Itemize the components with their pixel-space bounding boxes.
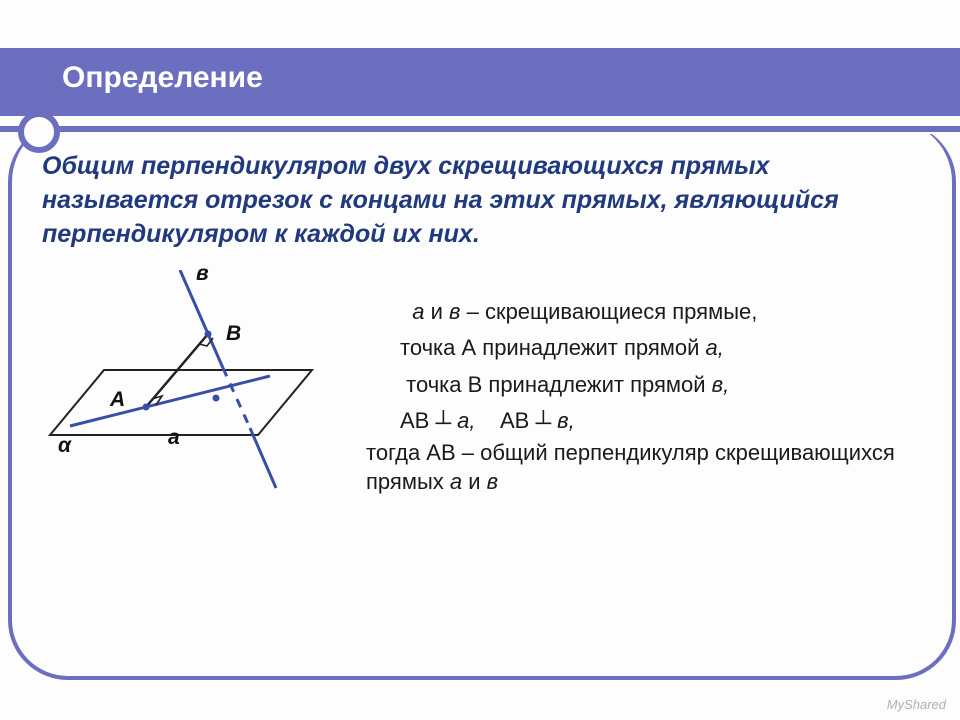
sym-a: а [450,469,462,494]
header-bullet-icon [18,111,60,153]
footer-watermark: MyShared [887,697,946,712]
line-v-bottom [250,428,276,488]
prop-line-4: АВ ┴ а, АВ ┴ в, [400,403,960,439]
definition-text: Общим перпендикуляром двух скрещивающихс… [42,150,922,251]
txt: тогда АВ – общий перпендикуляр скрещиваю… [366,440,895,494]
txt: и [462,469,487,494]
point-B [205,331,212,338]
diagram-svg [40,270,380,530]
line-v-hidden [223,368,250,428]
sym-v: в [487,469,498,494]
slide: Определение Общим перпендикуляром двух с… [0,0,960,720]
line-a [70,376,270,426]
diagram: А В а в α [40,270,380,530]
sym-v: в [449,299,460,324]
prop-line-2: точка А принадлежит прямой а, [400,330,960,366]
page-title: Определение [62,61,263,95]
prop-line-1: а и в – скрещивающиеся прямые, [400,294,960,330]
perp-icon: ┴ [535,410,551,435]
label-alpha: α [58,434,71,458]
txt: – скрещивающиеся прямые, [460,299,757,324]
properties-block: а и в – скрещивающиеся прямые, точка А п… [400,294,960,496]
sym-v: в, [551,408,575,433]
point-on-plane [213,395,220,402]
txt: точка А принадлежит прямой [400,335,706,360]
label-A: А [110,388,125,412]
header-underline [0,126,960,132]
label-v: в [196,262,209,286]
prop-line-3: точка В принадлежит прямой в, [400,367,960,403]
plane-alpha [50,370,312,435]
txt: и [424,299,449,324]
txt: АВ [400,408,435,433]
sym-v: в, [712,372,730,397]
prop-line-5: тогда АВ – общий перпендикуляр скрещиваю… [366,439,960,496]
point-A [143,404,150,411]
label-B: В [226,322,241,346]
txt: точка В принадлежит прямой [406,372,712,397]
sym-a: а [412,299,424,324]
txt: АВ [500,408,535,433]
sym-a: а, [706,335,724,360]
perp-icon: ┴ [435,410,451,435]
label-a: а [168,426,180,450]
sym-a: а, [451,408,475,433]
